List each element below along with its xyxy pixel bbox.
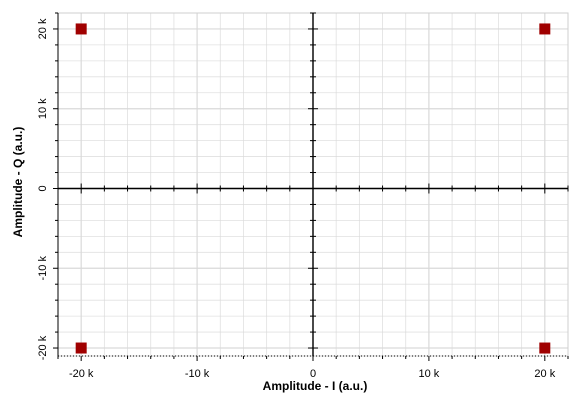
y-tick-label: 0	[37, 185, 49, 191]
y-tick-label: 10 k	[37, 98, 49, 119]
y-tick-label: 20 k	[37, 18, 49, 39]
data-point	[539, 23, 551, 35]
x-tick-label: 10 k	[419, 368, 440, 380]
y-axis-label: Amplitude - Q (a.u.)	[11, 127, 25, 238]
y-tick-label: -10 k	[37, 256, 49, 281]
x-tick-label: -20 k	[69, 368, 94, 380]
data-point	[539, 342, 551, 354]
y-tick-label: -20 k	[37, 335, 49, 360]
data-point	[75, 23, 87, 35]
axes	[53, 12, 569, 361]
x-tick-label: 20 k	[534, 368, 555, 380]
data-points	[75, 23, 551, 354]
y-tick-labels: 20 k 10 k 0 -10 k -20 k	[37, 18, 49, 360]
x-axis-label: Amplitude - I (a.u.)	[263, 379, 368, 393]
x-tick-label: -10 k	[185, 368, 210, 380]
x-tick-labels: -20 k -10 k 0 10 k 20 k	[69, 368, 556, 380]
x-tick-label: 0	[310, 368, 316, 380]
data-point	[75, 342, 87, 354]
